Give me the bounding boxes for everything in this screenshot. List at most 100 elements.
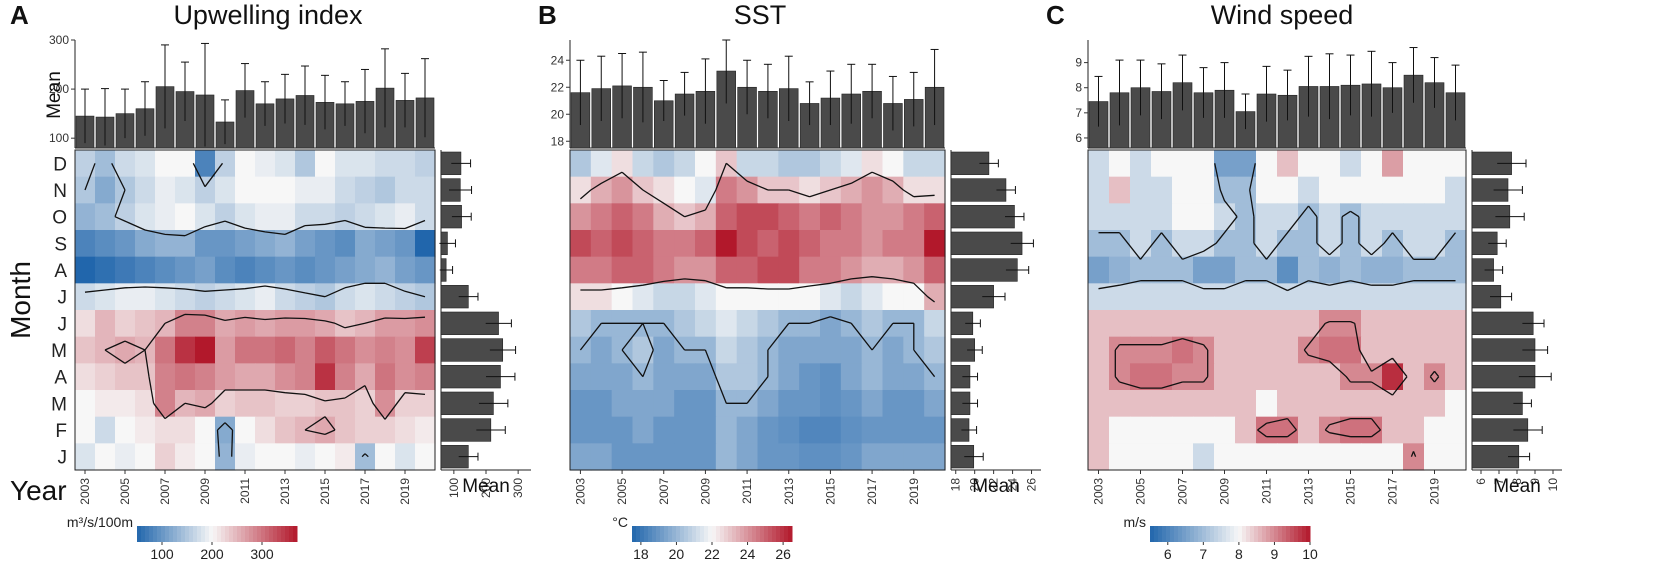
heatmap-cell: [611, 176, 634, 204]
heatmap-cell: [215, 230, 236, 258]
month-label: A: [54, 261, 67, 282]
heatmap-cell: [1193, 256, 1215, 284]
heatmap-cell: [215, 363, 236, 391]
heatmap-cell: [375, 390, 396, 418]
year-tick-label: 2015: [318, 478, 332, 505]
heatmap-cell: [1235, 310, 1257, 338]
heatmap-cell: [215, 176, 236, 204]
heatmap-cell: [75, 256, 96, 284]
heatmap-cell: [903, 443, 925, 471]
legend-swatch: [1266, 526, 1271, 542]
heatmap-cell: [674, 230, 696, 258]
month-label: F: [55, 421, 67, 442]
heatmap-cell: [335, 203, 356, 231]
legend-tick-label: 24: [740, 546, 756, 562]
heatmap-cell: [95, 203, 116, 231]
heatmap-cell: [1340, 176, 1362, 204]
heatmap-cell: [415, 283, 436, 311]
side-bars-tick-label: 26: [1025, 478, 1039, 492]
side-bars-tick-label: 100: [447, 478, 461, 498]
heatmap-cell: [315, 256, 336, 284]
heatmap-cell: [1382, 150, 1404, 178]
heatmap-cell: [778, 230, 800, 258]
side-bars-axis-label: Mean: [972, 476, 1020, 497]
heatmap-cell: [1214, 336, 1236, 364]
heatmap-cell: [924, 230, 946, 258]
legend-swatch: [137, 526, 142, 542]
legend-swatch: [1190, 526, 1195, 542]
legend-swatch: [772, 526, 777, 542]
legend-swatch: [1286, 526, 1291, 542]
heatmap-cell: [1130, 416, 1152, 444]
heatmap-cell: [820, 150, 842, 178]
heatmap-cell: [235, 336, 256, 364]
legend-swatch: [1202, 526, 1207, 542]
heatmap-cell: [1277, 336, 1299, 364]
heatmap-cell: [1256, 310, 1278, 338]
year-tick-label: 2019: [1428, 478, 1442, 505]
heatmap-cell: [1340, 363, 1362, 391]
heatmap-cell: [715, 416, 738, 444]
heatmap-frame: [1087, 149, 1467, 471]
heatmap-cell: [1445, 203, 1467, 231]
heatmap-c: [1088, 150, 1467, 471]
heatmap-cell: [135, 176, 156, 204]
heatmap-cell: [355, 256, 376, 284]
heatmap-cell: [590, 336, 613, 364]
heatmap-cell: [115, 310, 136, 338]
heatmap-cell: [1403, 283, 1425, 311]
legend-tick-label: 6: [1164, 546, 1172, 562]
heatmap-cell: [570, 416, 592, 444]
legend-swatch: [684, 526, 689, 542]
heatmap-cell: [1151, 203, 1173, 231]
heatmap-cell: [799, 390, 821, 418]
top-bars-tick-label: 8: [1075, 81, 1082, 95]
heatmap-cell: [135, 203, 156, 231]
heatmap-cell: [695, 150, 717, 178]
heatmap-cell: [882, 416, 904, 444]
heatmap-cell: [1130, 150, 1152, 178]
heatmap-cell: [1445, 363, 1467, 391]
heatmap-cell: [1088, 310, 1110, 338]
heatmap-cell: [195, 150, 216, 178]
heatmap-cell: [1403, 416, 1425, 444]
heatmap-cell: [1361, 150, 1383, 178]
heatmap-cell: [95, 256, 116, 284]
contour-line-b-1: [579, 162, 935, 303]
legend-swatch: [197, 526, 202, 542]
heatmap-cell: [155, 363, 176, 391]
legend-swatch: [728, 526, 733, 542]
heatmap-cell: [1151, 443, 1173, 471]
heatmap-cell: [570, 443, 592, 471]
heatmap-cell: [882, 390, 904, 418]
legend-swatch: [640, 526, 645, 542]
heatmap-cell: [820, 443, 842, 471]
heatmap-cell: [715, 283, 738, 311]
heatmap-cell: [355, 203, 376, 231]
heatmap-cell: [175, 443, 196, 471]
heatmap-cell: [195, 256, 216, 284]
heatmap-cell: [195, 390, 216, 418]
heatmap-cell: [75, 283, 96, 311]
legend-swatch: [145, 526, 150, 542]
heatmap-cell: [695, 310, 717, 338]
legend-swatch: [269, 526, 274, 542]
heatmap-cell: [275, 203, 296, 231]
heatmap-cell: [1130, 203, 1152, 231]
legend-tick-label: 10: [1302, 546, 1318, 562]
heatmap-cell: [175, 203, 196, 231]
heatmap-cell: [674, 256, 696, 284]
heatmap-cell: [590, 203, 613, 231]
heatmap-cell: [674, 390, 696, 418]
heatmap-cell: [1130, 310, 1152, 338]
heatmap-cell: [275, 336, 296, 364]
heatmap-cell: [1214, 310, 1236, 338]
heatmap-cell: [1382, 390, 1404, 418]
heatmap-cell: [778, 443, 800, 471]
legend-swatch: [1210, 526, 1215, 542]
heatmap-cell: [924, 336, 946, 364]
heatmap-cell: [295, 230, 316, 258]
legend-swatch: [241, 526, 246, 542]
legend-swatch: [1270, 526, 1275, 542]
heatmap-cell: [415, 443, 436, 471]
